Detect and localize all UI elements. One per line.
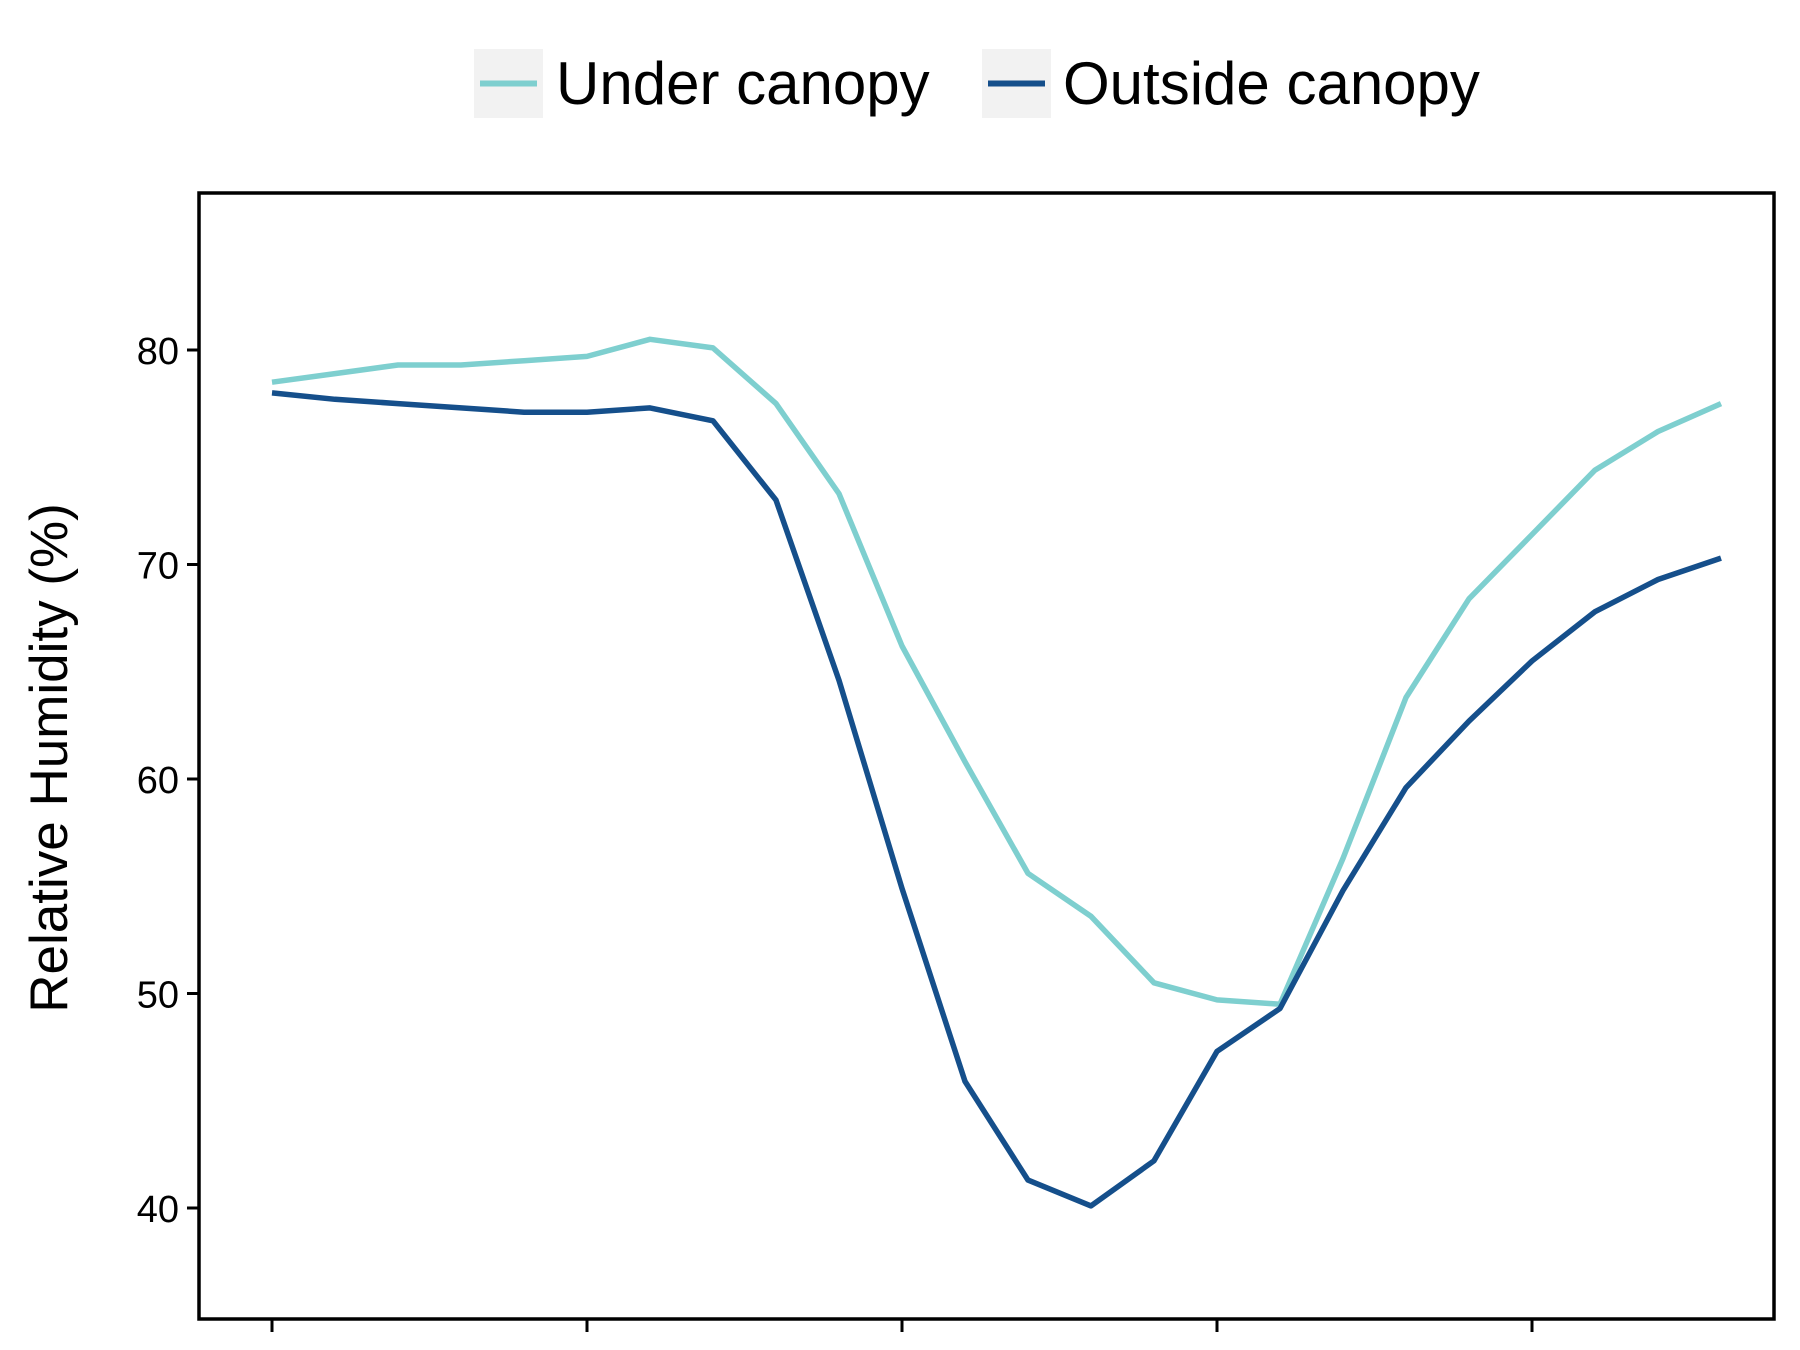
- y-axis-title: Relative Humidity (%): [20, 503, 79, 1013]
- y-tick-label: 80: [137, 331, 179, 373]
- series-line-outside-canopy: [271, 390, 1722, 1209]
- legend-label-outside-canopy: Outside canopy: [1063, 50, 1480, 117]
- y-tick-label: 60: [137, 760, 179, 802]
- series-lines: [271, 336, 1723, 1209]
- series-line-under-canopy: [271, 336, 1723, 1007]
- x-axis: [270, 1319, 1534, 1332]
- y-tick-label: 40: [137, 1189, 179, 1231]
- legend: Under canopy Outside canopy: [474, 49, 1480, 118]
- y-tick-label: 50: [137, 975, 179, 1017]
- y-tick-label: 70: [137, 546, 179, 588]
- legend-label-under-canopy: Under canopy: [556, 50, 930, 117]
- plot-panel: [197, 191, 1776, 1321]
- y-axis: 40 50 60 70 80: [137, 331, 199, 1231]
